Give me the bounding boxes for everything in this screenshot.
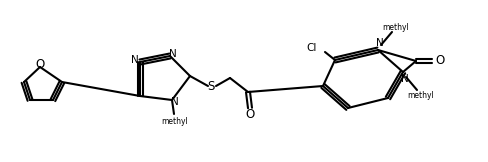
Text: methyl: methyl: [407, 91, 434, 99]
Text: N: N: [131, 55, 139, 65]
Text: O: O: [35, 58, 44, 70]
Text: Cl: Cl: [306, 43, 317, 53]
Text: N: N: [169, 49, 177, 59]
Text: O: O: [245, 108, 255, 121]
Text: N: N: [401, 74, 409, 84]
Text: methyl: methyl: [383, 23, 409, 31]
Text: S: S: [207, 81, 215, 93]
Text: O: O: [435, 54, 445, 68]
Text: N: N: [376, 38, 384, 48]
Text: methyl: methyl: [162, 116, 188, 126]
Text: N: N: [171, 97, 179, 107]
